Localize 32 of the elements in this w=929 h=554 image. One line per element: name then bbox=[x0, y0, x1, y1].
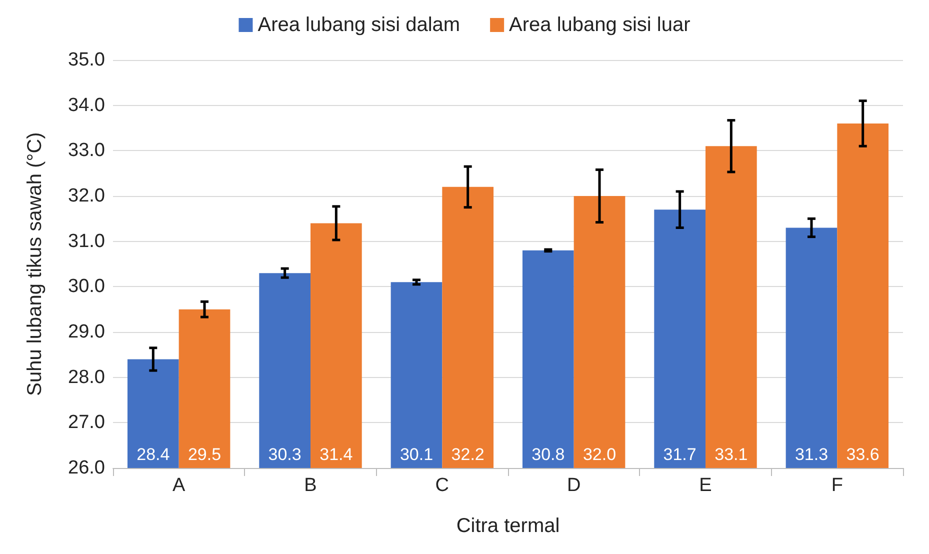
data-label: 28.4 bbox=[136, 445, 170, 464]
y-axis-title: Suhu lubang tikus sawah (°C) bbox=[24, 132, 46, 396]
x-tick-label: F bbox=[831, 475, 843, 496]
data-label: 31.4 bbox=[320, 445, 353, 464]
data-label: 33.1 bbox=[714, 445, 748, 464]
x-tick-label: A bbox=[172, 475, 186, 496]
data-label: 29.5 bbox=[188, 445, 222, 464]
y-tick-label: 32.0 bbox=[68, 186, 105, 206]
data-label: 30.1 bbox=[400, 445, 434, 464]
legend-label: Area lubang sisi dalam bbox=[258, 14, 460, 36]
data-label: 31.7 bbox=[663, 445, 696, 464]
y-tick-label: 34.0 bbox=[68, 94, 105, 116]
data-label: 30.8 bbox=[532, 445, 565, 464]
x-axis-title: Citra termal bbox=[456, 515, 560, 537]
y-tick-label: 31.0 bbox=[68, 230, 105, 252]
x-tick-label: D bbox=[566, 475, 581, 496]
x-tick-label: C bbox=[435, 475, 450, 496]
x-tick-label: E bbox=[699, 475, 712, 496]
legend-label: Area lubang sisi luar bbox=[509, 14, 691, 36]
y-tick-label: 33.0 bbox=[68, 140, 105, 162]
data-label: 33.6 bbox=[846, 445, 880, 464]
y-tick-label: 27.0 bbox=[68, 412, 105, 434]
y-tick-label: 26.0 bbox=[68, 458, 105, 478]
x-tick-label: B bbox=[304, 475, 317, 496]
y-tick-label: 30.0 bbox=[68, 276, 105, 298]
y-tick-label: 29.0 bbox=[68, 322, 105, 342]
y-tick-label: 28.0 bbox=[68, 366, 105, 388]
data-label: 31.3 bbox=[794, 445, 828, 464]
data-label: 32.2 bbox=[451, 445, 484, 464]
data-label: 30.3 bbox=[268, 445, 302, 464]
data-label: 32.0 bbox=[582, 445, 616, 464]
y-tick-label: 35.0 bbox=[68, 50, 105, 70]
